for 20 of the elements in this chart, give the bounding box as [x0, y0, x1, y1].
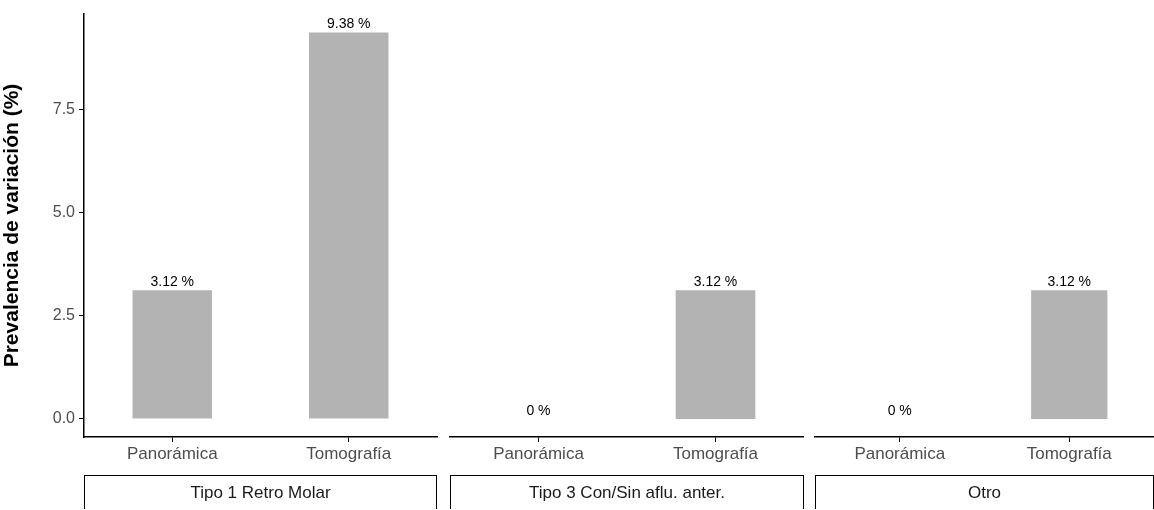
- data-label: 0 %: [887, 401, 912, 418]
- text: Otro: [815, 475, 1154, 509]
- x-tick-label: Panorámica: [126, 443, 219, 463]
- text: Tipo 3 Con/Sin aflu. anter.: [450, 475, 804, 509]
- data-label: 3.12 %: [693, 273, 738, 290]
- x-tick-label: Tomografía: [306, 443, 392, 463]
- data-label: 3.12 %: [1047, 273, 1092, 290]
- data-label: 9.38 %: [326, 15, 371, 32]
- x-tick-label: Tomografía: [1026, 443, 1113, 463]
- x-tick-label: Panorámica: [854, 443, 946, 463]
- data-label: 0 %: [526, 401, 551, 418]
- x-tick-label: Panorámica: [493, 443, 585, 463]
- text: Tipo 1 Retro Molar: [84, 475, 437, 509]
- y-tick-label: 2.5: [52, 306, 76, 324]
- y-tick-label: 0.0: [52, 409, 76, 427]
- x-tick-label: Tomografía: [672, 443, 759, 463]
- y-axis-title: Prevalencia de variación (%): [0, 83, 23, 368]
- y-tick-label: 5.0: [52, 203, 76, 221]
- y-tick-label: 7.5: [52, 100, 76, 118]
- data-label: 3.12 %: [150, 273, 195, 290]
